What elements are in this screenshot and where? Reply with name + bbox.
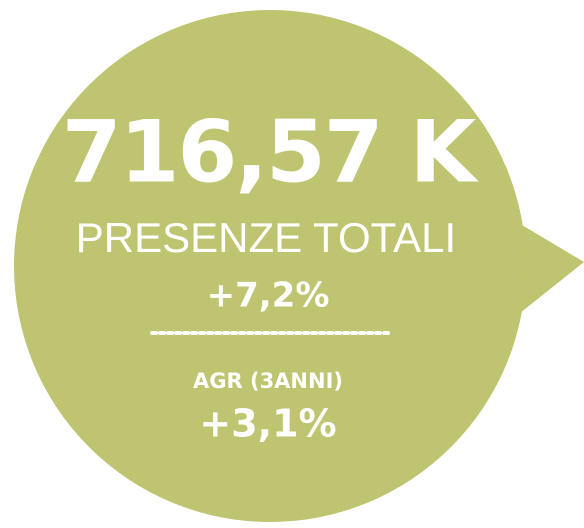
- change: +7,2%: [207, 276, 330, 316]
- subchange: +3,1%: [199, 402, 336, 446]
- bubble-circle: [14, 10, 526, 522]
- speech-bubble: [14, 10, 584, 522]
- sublabel: AGR (3ANNI): [193, 369, 343, 393]
- label: PRESENZE TOTALI: [76, 214, 456, 261]
- headline: 716,57 K: [62, 102, 480, 202]
